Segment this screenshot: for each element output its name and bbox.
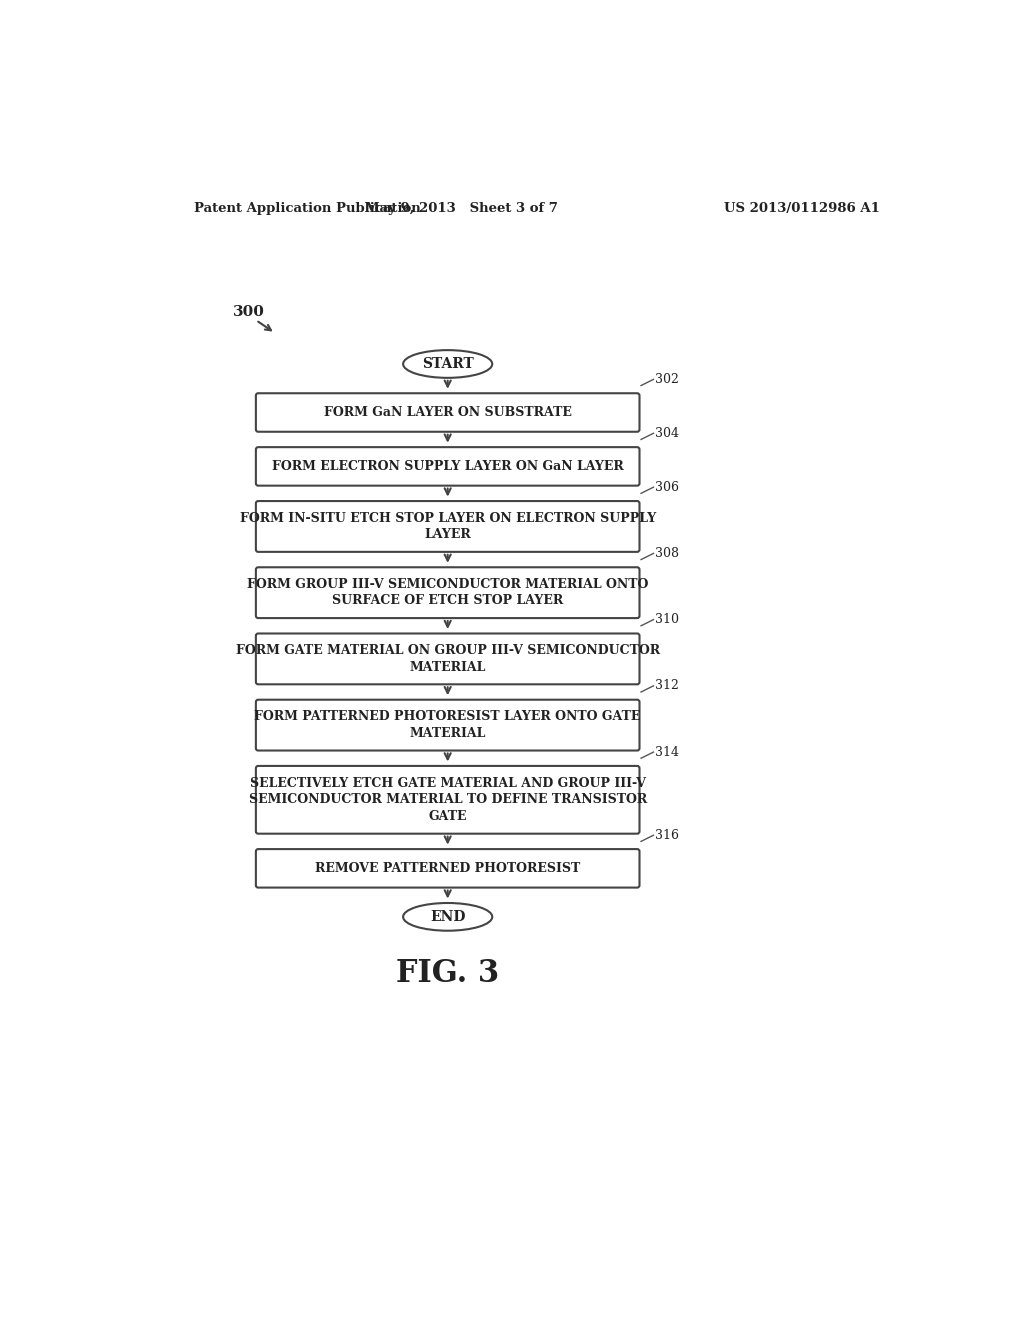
- Text: FIG. 3: FIG. 3: [396, 957, 500, 989]
- FancyBboxPatch shape: [256, 393, 640, 432]
- Text: 304: 304: [655, 426, 679, 440]
- Text: US 2013/0112986 A1: US 2013/0112986 A1: [724, 202, 881, 215]
- FancyBboxPatch shape: [256, 849, 640, 887]
- Text: Patent Application Publication: Patent Application Publication: [194, 202, 421, 215]
- Text: SELECTIVELY ETCH GATE MATERIAL AND GROUP III-V
SEMICONDUCTOR MATERIAL TO DEFINE : SELECTIVELY ETCH GATE MATERIAL AND GROUP…: [249, 776, 647, 822]
- Text: FORM ELECTRON SUPPLY LAYER ON GaN LAYER: FORM ELECTRON SUPPLY LAYER ON GaN LAYER: [271, 459, 624, 473]
- Text: REMOVE PATTERNED PHOTORESIST: REMOVE PATTERNED PHOTORESIST: [315, 862, 581, 875]
- FancyBboxPatch shape: [256, 447, 640, 486]
- Text: 310: 310: [655, 612, 679, 626]
- Text: 302: 302: [655, 372, 679, 385]
- Text: 312: 312: [655, 680, 679, 693]
- FancyBboxPatch shape: [256, 568, 640, 618]
- Text: FORM PATTERNED PHOTORESIST LAYER ONTO GATE
MATERIAL: FORM PATTERNED PHOTORESIST LAYER ONTO GA…: [255, 710, 641, 741]
- Text: FORM GATE MATERIAL ON GROUP III-V SEMICONDUCTOR
MATERIAL: FORM GATE MATERIAL ON GROUP III-V SEMICO…: [236, 644, 659, 673]
- FancyBboxPatch shape: [256, 502, 640, 552]
- FancyBboxPatch shape: [256, 766, 640, 834]
- Text: 308: 308: [655, 546, 679, 560]
- Ellipse shape: [403, 903, 493, 931]
- Ellipse shape: [403, 350, 493, 378]
- Text: START: START: [422, 356, 473, 371]
- Text: 306: 306: [655, 480, 679, 494]
- Text: END: END: [430, 909, 466, 924]
- Text: 300: 300: [232, 305, 264, 319]
- Text: 314: 314: [655, 746, 679, 759]
- Text: FORM GaN LAYER ON SUBSTRATE: FORM GaN LAYER ON SUBSTRATE: [324, 407, 571, 418]
- Text: 316: 316: [655, 829, 679, 842]
- Text: FORM GROUP III-V SEMICONDUCTOR MATERIAL ONTO
SURFACE OF ETCH STOP LAYER: FORM GROUP III-V SEMICONDUCTOR MATERIAL …: [247, 578, 648, 607]
- Text: May 9, 2013   Sheet 3 of 7: May 9, 2013 Sheet 3 of 7: [365, 202, 558, 215]
- Text: FORM IN-SITU ETCH STOP LAYER ON ELECTRON SUPPLY
LAYER: FORM IN-SITU ETCH STOP LAYER ON ELECTRON…: [240, 512, 655, 541]
- FancyBboxPatch shape: [256, 634, 640, 684]
- FancyBboxPatch shape: [256, 700, 640, 751]
